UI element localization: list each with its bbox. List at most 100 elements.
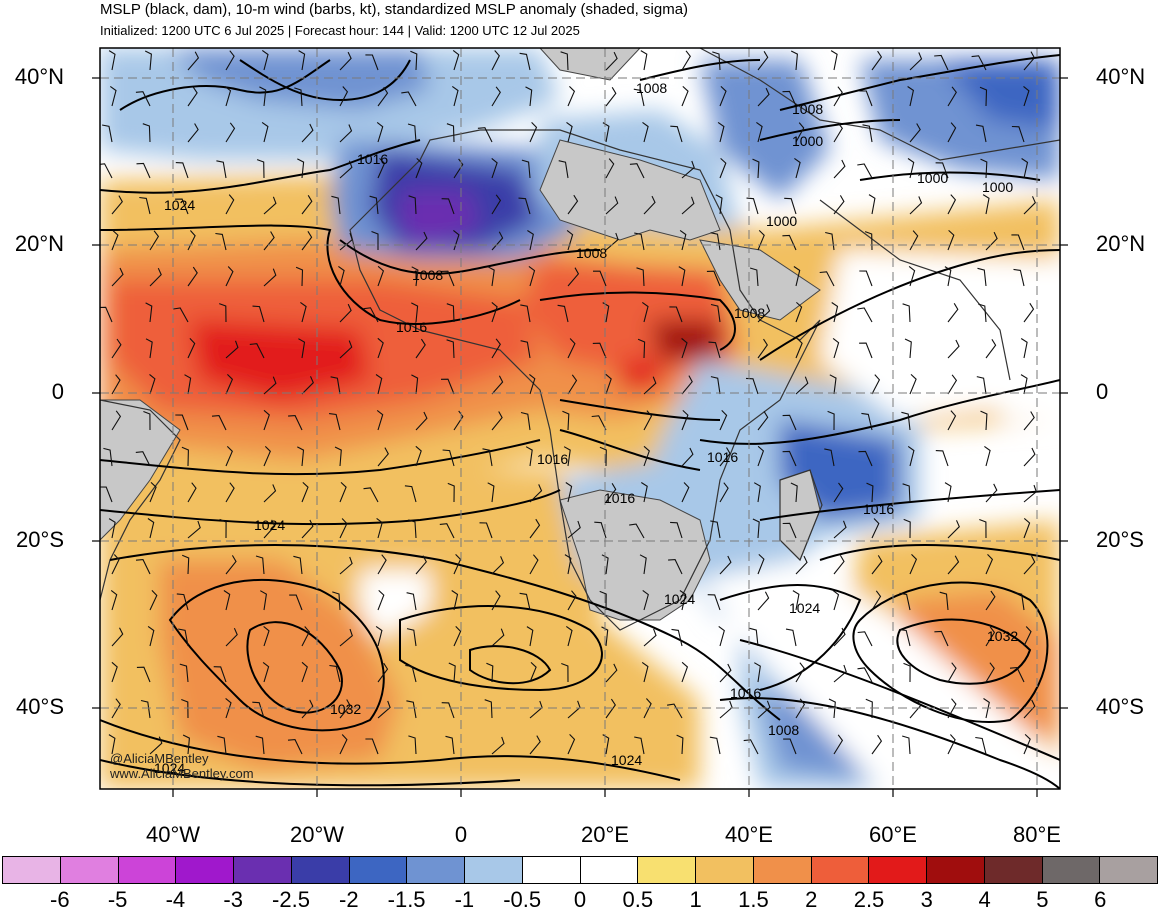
wind-barb [147,625,155,647]
axis-ticks [92,77,1068,797]
wind-barb [529,554,539,575]
wind-barb [142,123,151,143]
wind-barb [641,301,649,323]
isobars [100,54,1060,789]
wind-barb [643,410,653,431]
wind-barb [415,445,422,467]
wind-barb [985,231,998,251]
wind-barb [111,338,122,359]
wind-barb [594,521,607,539]
wind-barb [832,337,840,359]
wind-barb [862,124,873,143]
wind-barb [792,590,800,611]
wind-barb [857,667,873,683]
wind-barb [1020,374,1028,395]
colorbar-tick-label: 5 [1036,887,1049,912]
wind-barb [482,448,493,467]
wind-barb [710,520,721,539]
contour-label: 1016 [537,451,568,467]
wind-barb [982,194,990,215]
wind-barb [947,374,958,395]
wind-barb [719,157,727,179]
lat-label-eq-right: 0 [1096,379,1109,404]
wind-barb [225,122,236,143]
wind-barb [334,446,342,467]
wind-barb [858,450,873,467]
wind-barb [187,482,197,503]
wind-barb [833,664,847,683]
wind-barb [640,50,648,71]
wind-barb [718,625,725,647]
wind-barb [907,158,915,179]
wind-barb [668,559,683,575]
wind-barb [363,307,379,323]
wind-barb [301,699,314,719]
lon-label-60e: 60°E [869,822,917,847]
wind-barb [1023,733,1031,755]
wind-barb [681,447,694,467]
wind-barb [300,301,307,323]
wind-barb [377,589,385,611]
wind-barb [643,445,650,467]
wind-barb [641,482,648,503]
wind-barb [833,195,845,215]
wind-barb [415,338,426,359]
wind-barb [782,522,797,539]
wind-barb [975,736,987,755]
wind-barb [795,662,805,683]
wind-barb [592,342,607,359]
wind-barb [567,734,576,755]
wind-barb [1023,484,1037,503]
wind-barb [187,266,198,287]
colorbar-tick-label: 1 [689,887,702,912]
contour-label: 1008 [412,267,443,283]
wind-barb [566,121,573,143]
wind-barb [947,122,957,143]
wind-barb [757,87,770,107]
lon-label-20w: 20°W [289,822,345,847]
wind-barb [187,123,199,143]
wind-barb [567,374,578,395]
wind-barb [477,127,493,143]
wind-barb [289,594,303,611]
wind-barb [903,518,911,539]
wind-barb [486,662,494,683]
wind-barb [902,483,911,503]
wind-barb [529,661,537,683]
wind-barb [491,375,504,395]
wind-barb [678,266,686,287]
wind-barb [339,481,347,503]
colorbar-segment [60,857,119,883]
lat-label-40s-right: 40°S [1096,694,1144,719]
wind-barb [907,86,915,107]
wind-barb [301,376,314,395]
wind-barb [263,625,270,647]
wind-barb [521,159,531,179]
wind-barb [225,340,239,359]
wind-barb [757,51,769,71]
wind-barb [634,736,645,755]
wind-barb [491,411,503,431]
wind-barb [441,198,455,215]
wind-barb [525,446,533,467]
wind-barb [262,661,270,683]
wind-barb [935,162,949,179]
wind-barb [670,521,683,539]
colorbar-tick-label: 6 [1094,887,1107,912]
wind-barb [907,445,915,467]
wind-barb [108,50,116,71]
wind-barb [979,518,987,539]
wind-barb [256,159,265,179]
wind-barb [947,229,955,251]
wind-barb [339,86,349,107]
wind-barb [408,195,417,215]
wind-barb [709,736,721,755]
wind-barb [339,303,352,323]
wind-barb [561,662,569,683]
wind-barb [294,87,303,107]
wind-barb [671,628,683,647]
wind-barb [908,265,916,287]
wind-barb [263,484,277,503]
wind-barb [108,734,116,755]
colorbar-segment [580,857,639,883]
